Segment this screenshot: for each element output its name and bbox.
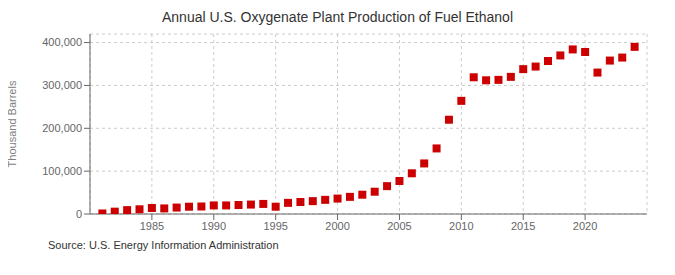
- svg-text:0: 0: [76, 208, 82, 220]
- svg-text:100,000: 100,000: [42, 165, 82, 177]
- svg-text:1985: 1985: [140, 220, 164, 232]
- svg-text:2010: 2010: [449, 220, 473, 232]
- svg-text:2000: 2000: [325, 220, 349, 232]
- svg-text:2015: 2015: [511, 220, 535, 232]
- svg-text:400,000: 400,000: [42, 36, 82, 48]
- svg-text:1990: 1990: [202, 220, 226, 232]
- svg-text:1995: 1995: [263, 220, 287, 232]
- svg-text:2005: 2005: [387, 220, 411, 232]
- html-text:Annual U.S. Oxygenate Plant Pr: Annual U.S. Oxygenate Plant Production o…: [162, 9, 513, 25]
- svg-text:2020: 2020: [573, 220, 597, 232]
- svg-text:Thousand Barrels: Thousand Barrels: [8, 80, 18, 167]
- svg-text:300,000: 300,000: [42, 79, 82, 91]
- html-text:Source: U.S. Energy Informatio: Source: U.S. Energy Information Administ…: [48, 239, 279, 251]
- svg-text:200,000: 200,000: [42, 122, 82, 134]
